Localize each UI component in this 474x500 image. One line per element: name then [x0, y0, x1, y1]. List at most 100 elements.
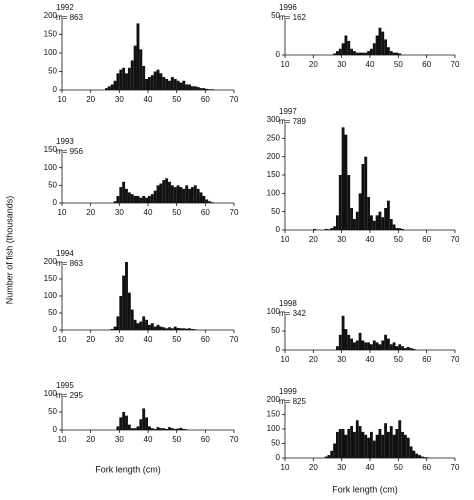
bar: [122, 412, 126, 430]
bar: [159, 326, 163, 330]
bar: [185, 84, 189, 90]
bar: [145, 78, 148, 90]
x-tick-label: 30: [115, 335, 124, 344]
x-tick-label: 20: [86, 335, 95, 344]
bar: [153, 190, 157, 203]
x-tick-label: 70: [451, 60, 460, 69]
bar: [159, 73, 163, 90]
bar: [168, 427, 171, 430]
bar: [125, 415, 128, 430]
y-tick-label: 50: [48, 180, 57, 189]
bar: [145, 319, 148, 330]
bar: [191, 187, 194, 203]
bar: [353, 219, 356, 230]
bar: [142, 408, 146, 430]
bar: [344, 329, 348, 350]
bar: [347, 334, 351, 350]
bar: [188, 328, 191, 330]
bar: [133, 45, 137, 90]
bar: [338, 48, 342, 55]
y-tick-label: 0: [276, 345, 281, 354]
bar: [381, 340, 385, 350]
bar: [122, 275, 126, 330]
bar: [367, 51, 370, 55]
bar: [196, 188, 200, 203]
bar: [208, 201, 212, 203]
bar: [384, 208, 387, 230]
x-tick-label: 20: [309, 60, 318, 69]
bar: [341, 315, 345, 350]
x-tick-label: 30: [337, 463, 346, 472]
bar: [412, 450, 416, 458]
y-tick-label: 250: [267, 133, 281, 142]
bar: [156, 185, 160, 203]
bar: [148, 77, 151, 90]
bar: [176, 185, 180, 203]
y-tick-label: 0: [53, 85, 58, 94]
bar: [392, 434, 396, 458]
y-tick-label: 50: [271, 207, 280, 216]
bar: [185, 429, 189, 430]
x-tick-label: 40: [144, 95, 153, 104]
panel-subtitle: n = 863: [56, 13, 83, 22]
x-tick-label: 70: [451, 235, 460, 244]
bar: [375, 35, 379, 55]
bar: [193, 329, 197, 330]
panel-title: 1995: [56, 381, 74, 390]
bar: [110, 84, 114, 90]
bar: [372, 220, 376, 230]
bar: [344, 35, 348, 55]
bar: [426, 457, 430, 458]
bar: [370, 215, 373, 230]
bar: [361, 431, 365, 458]
bar: [116, 195, 120, 203]
x-tick-label: 10: [58, 208, 67, 217]
bar: [125, 188, 128, 203]
bar: [370, 431, 373, 458]
panel-title: 1997: [279, 107, 297, 116]
bar: [182, 328, 186, 330]
bar: [170, 328, 174, 330]
bar: [139, 321, 143, 330]
x-tick-label: 60: [201, 435, 210, 444]
bar: [378, 344, 382, 350]
y-tick-label: 0: [276, 225, 281, 234]
bar: [404, 434, 407, 458]
bar: [116, 316, 120, 330]
bar: [193, 185, 197, 203]
y-tick-label: 200: [44, 257, 58, 266]
bar: [136, 195, 140, 203]
bar: [375, 215, 379, 230]
bar: [182, 428, 186, 430]
bar: [107, 86, 111, 90]
bar: [423, 457, 427, 458]
bar: [173, 187, 177, 203]
bar: [205, 88, 209, 90]
bar: [113, 80, 117, 90]
x-tick-label: 10: [58, 95, 67, 104]
x-tick-label: 70: [451, 463, 460, 472]
panel-subtitle: n = 789: [279, 117, 306, 126]
bar: [392, 224, 396, 230]
x-tick-label: 70: [230, 95, 239, 104]
bar: [150, 428, 154, 430]
x-tick-label: 10: [281, 463, 290, 472]
bar: [355, 340, 359, 350]
x-tick-label: 70: [451, 355, 460, 364]
panel-title: 1994: [56, 249, 74, 258]
x-tick-label: 40: [366, 235, 375, 244]
bar: [358, 332, 362, 350]
bar: [170, 77, 174, 90]
bar: [156, 427, 160, 430]
bar: [367, 437, 370, 458]
x-tick-label: 40: [366, 355, 375, 364]
bar: [136, 323, 140, 330]
bar: [347, 429, 351, 458]
y-tick-label: 100: [267, 424, 281, 433]
bar: [389, 51, 393, 55]
bar: [193, 86, 197, 90]
bar: [338, 175, 342, 230]
bar: [133, 195, 137, 203]
bar: [387, 200, 390, 230]
bar: [350, 208, 353, 230]
